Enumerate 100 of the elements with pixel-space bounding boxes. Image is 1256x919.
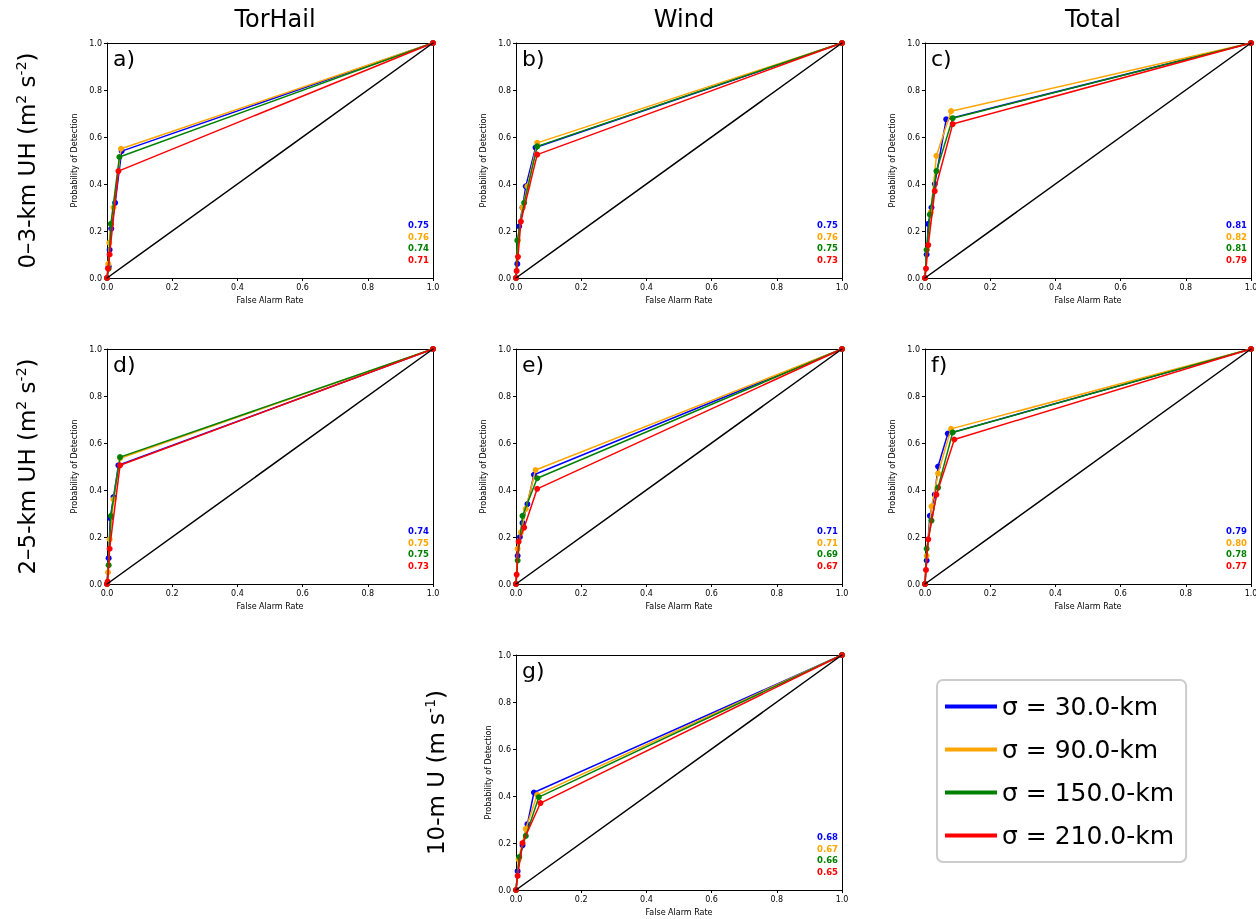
annotation: 0.69 — [817, 549, 839, 560]
x-tick-label: 0.0 — [918, 588, 932, 598]
annotation: 0.78 — [1226, 549, 1248, 560]
x-axis-title: False Alarm Rate — [236, 295, 304, 305]
x-tick-label: 0.6 — [705, 282, 718, 292]
x-tick-label: 0.2 — [983, 588, 997, 598]
x-tick-label: 0.0 — [509, 894, 523, 904]
y-tick-label: 0.2 — [907, 532, 920, 542]
x-tick-label: 0.4 — [640, 894, 653, 904]
x-axis-title: False Alarm Rate — [236, 601, 304, 611]
text: 0–3-km UH (m2 s-2) — [13, 52, 40, 269]
annotation: 0.75 — [817, 220, 839, 231]
x-tick-label: 1.0 — [835, 588, 849, 598]
y-tick-label: 0.8 — [498, 85, 511, 95]
annotation: 0.66 — [817, 855, 839, 866]
annotation: 0.75 — [408, 549, 430, 560]
x-axis-title: False Alarm Rate — [1054, 601, 1122, 611]
annotation: a) — [113, 45, 136, 71]
y-tick-label: 0.2 — [498, 532, 511, 542]
annotation: 0.73 — [817, 254, 839, 265]
annotation: 0.81 — [1226, 220, 1248, 231]
y-tick-label: 0.6 — [498, 438, 511, 448]
y-tick-label: 0.6 — [498, 132, 511, 142]
x-tick-label: 1.0 — [1244, 282, 1256, 292]
annotation: 0.71 — [817, 526, 839, 537]
y-tick-label: 1.0 — [89, 38, 102, 48]
y-tick-label: 0.6 — [89, 438, 102, 448]
x-axis-title: False Alarm Rate — [645, 907, 713, 917]
x-tick-label: 0.4 — [1049, 282, 1062, 292]
y-axis-title: Probability of Detection — [478, 113, 488, 208]
x-tick-label: 0.2 — [574, 282, 588, 292]
y-tick-label: 0.2 — [89, 226, 102, 236]
y-tick-label: 0.4 — [89, 179, 102, 189]
x-tick-label: 0.6 — [1114, 588, 1127, 598]
y-tick-label: 0.0 — [907, 579, 920, 589]
y-tick-label: 0.8 — [907, 85, 920, 95]
x-tick-label: 0.6 — [296, 588, 309, 598]
x-tick-label: 1.0 — [426, 588, 440, 598]
y-tick-label: 0.0 — [907, 273, 920, 283]
annotation: c) — [931, 45, 952, 71]
annotation: 0.82 — [1226, 231, 1248, 242]
annotation: 0.68 — [817, 832, 839, 843]
legend-label: σ = 150.0-km — [1002, 778, 1175, 807]
annotation: 0.79 — [1226, 526, 1248, 537]
annotation: g) — [522, 657, 545, 683]
x-tick-label: 0.8 — [770, 588, 784, 598]
y-tick-label: 0.6 — [907, 438, 920, 448]
annotation: 0.75 — [408, 220, 430, 231]
x-axis-title: False Alarm Rate — [645, 601, 713, 611]
x-tick-label: 0.6 — [296, 282, 309, 292]
x-tick-label: 0.2 — [574, 588, 588, 598]
y-tick-label: 0.8 — [89, 391, 102, 401]
y-tick-label: 0.4 — [907, 179, 920, 189]
x-tick-label: 1.0 — [1244, 588, 1256, 598]
y-tick-label: 0.6 — [89, 132, 102, 142]
y-tick-label: 0.0 — [498, 579, 511, 589]
y-tick-label: 1.0 — [89, 344, 102, 354]
x-tick-label: 0.4 — [640, 588, 653, 598]
chart-title: TorHail — [233, 5, 316, 33]
x-tick-label: 0.2 — [165, 282, 179, 292]
y-tick-label: 0.0 — [498, 273, 511, 283]
x-tick-label: 0.2 — [165, 588, 179, 598]
legend-label: σ = 90.0-km — [1002, 735, 1159, 764]
x-axis-title: False Alarm Rate — [645, 295, 713, 305]
x-tick-label: 0.8 — [770, 894, 784, 904]
x-tick-label: 0.6 — [1114, 282, 1127, 292]
chart-title: Wind — [653, 5, 715, 33]
annotation: 0.74 — [408, 243, 430, 254]
x-tick-label: 0.6 — [705, 894, 718, 904]
y-tick-label: 0.4 — [498, 179, 511, 189]
x-tick-label: 1.0 — [426, 282, 440, 292]
x-tick-label: 0.4 — [1049, 588, 1062, 598]
y-tick-label: 0.0 — [89, 579, 102, 589]
x-tick-label: 0.4 — [640, 282, 653, 292]
annotation: 0.75 — [817, 243, 839, 254]
y-tick-label: 0.8 — [907, 391, 920, 401]
y-tick-label: 1.0 — [907, 38, 920, 48]
annotation: 0.76 — [408, 231, 430, 242]
y-tick-label: 0.2 — [498, 226, 511, 236]
x-tick-label: 0.0 — [918, 282, 932, 292]
y-tick-label: 1.0 — [498, 650, 511, 660]
x-tick-label: 0.2 — [574, 894, 588, 904]
y-tick-label: 0.2 — [89, 532, 102, 542]
x-tick-label: 1.0 — [835, 282, 849, 292]
y-tick-label: 0.8 — [498, 697, 511, 707]
y-tick-label: 0.8 — [89, 85, 102, 95]
y-tick-label: 0.2 — [498, 838, 511, 848]
y-axis-title: Probability of Detection — [483, 725, 493, 820]
x-tick-label: 0.8 — [1179, 282, 1193, 292]
y-tick-label: 1.0 — [498, 38, 511, 48]
text: 2–5-km UH (m2 s-2) — [13, 358, 40, 575]
x-tick-label: 0.8 — [361, 282, 375, 292]
y-tick-label: 0.4 — [907, 485, 920, 495]
annotation: 0.71 — [408, 254, 430, 265]
y-tick-label: 1.0 — [907, 344, 920, 354]
x-tick-label: 0.6 — [705, 588, 718, 598]
x-tick-label: 0.8 — [1179, 588, 1193, 598]
annotation: 0.81 — [1226, 243, 1248, 254]
y-tick-label: 1.0 — [498, 344, 511, 354]
x-tick-label: 0.0 — [100, 282, 114, 292]
